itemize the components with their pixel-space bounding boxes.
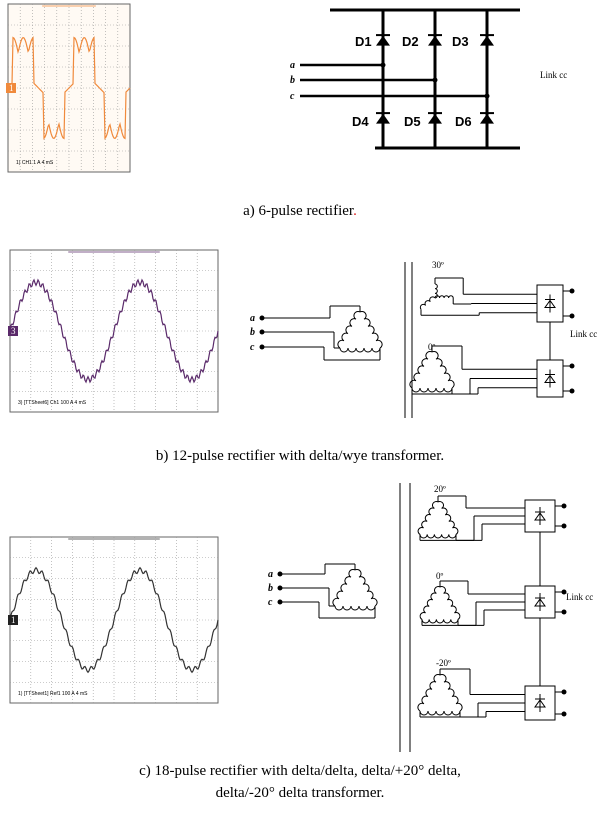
diode [428, 35, 442, 46]
coil [419, 710, 461, 716]
coil [419, 296, 436, 310]
coil [354, 569, 378, 607]
diode [376, 35, 390, 46]
diode-label: D3 [452, 34, 469, 49]
coil [334, 605, 376, 611]
junction [561, 689, 567, 695]
angle-label: 20º [434, 484, 446, 494]
angle-label: 0º [436, 571, 444, 581]
coil [337, 311, 361, 349]
diode-label: D5 [404, 114, 421, 129]
output-label: Link cc [570, 329, 597, 339]
angle-label: 0º [428, 342, 436, 352]
coil [411, 387, 453, 393]
angle-label: 30º [432, 260, 444, 270]
caption-text: a) 6-pulse rectifier [243, 203, 354, 219]
coil [421, 619, 459, 624]
junction [569, 363, 575, 369]
coil [359, 311, 383, 349]
output-label: Link cc [566, 592, 593, 602]
scope-text: 3) [TTSheet6] Ch1 100 A 4 mS [18, 400, 87, 406]
coil [419, 534, 457, 539]
phase-label: a [290, 60, 295, 71]
junction [561, 711, 567, 717]
junction [569, 288, 575, 294]
scope-marker: 1 [11, 615, 16, 625]
diode [376, 113, 390, 124]
phase-label: a [268, 569, 273, 580]
coil [437, 501, 459, 535]
caption-c2: delta/-20° delta transformer. [216, 785, 385, 801]
coil [431, 351, 455, 389]
junction [380, 62, 386, 68]
junction [569, 388, 575, 394]
phase-label: b [290, 75, 295, 86]
caption-c1: c) 18-pulse rectifier with delta/delta, … [139, 763, 461, 779]
scope-text: 1) CH1 1 A 4 mS [16, 160, 54, 166]
coil [439, 586, 461, 620]
phase-label: b [268, 583, 273, 594]
scope-marker-box [6, 83, 16, 93]
phase-label: b [250, 327, 255, 338]
diode [480, 35, 494, 46]
caption-b: b) 12-pulse rectifier with delta/wye tra… [156, 448, 444, 464]
phase-label: a [250, 313, 255, 324]
angle-label: -20º [436, 658, 451, 668]
junction [561, 503, 567, 509]
output-label: Link cc [540, 70, 567, 80]
diode-label: D2 [402, 34, 419, 49]
diode [428, 113, 442, 124]
phase-label: c [290, 91, 295, 102]
waveform [9, 278, 219, 384]
scope-marker-box [8, 615, 18, 625]
coil [417, 674, 441, 712]
scope-marker-box [8, 326, 18, 336]
junction [561, 609, 567, 615]
phase-label: c [268, 597, 273, 608]
junction [569, 313, 575, 319]
coil [417, 501, 439, 535]
junction [484, 93, 490, 99]
scope-marker: 1 [9, 83, 14, 93]
junction [432, 77, 438, 83]
junction [561, 523, 567, 529]
diode-label: D6 [455, 114, 472, 129]
coil [419, 586, 441, 620]
diode-label: D4 [352, 114, 369, 129]
scope-marker: 3 [11, 326, 16, 336]
coil [409, 351, 433, 389]
coil [332, 569, 356, 607]
diode [480, 113, 494, 124]
waveform [9, 566, 219, 674]
coil [339, 347, 381, 353]
scope-text: 1) [TTSheet1] Ref1 100 A 4 mS [18, 691, 88, 697]
coil [434, 295, 454, 299]
waveform [7, 35, 131, 141]
caption-a: a) 6-pulse rectifier. [243, 203, 357, 219]
caption-end: . [353, 203, 357, 219]
diode-label: D1 [355, 34, 372, 49]
junction [561, 589, 567, 595]
phase-label: c [250, 342, 255, 353]
coil [439, 674, 463, 712]
